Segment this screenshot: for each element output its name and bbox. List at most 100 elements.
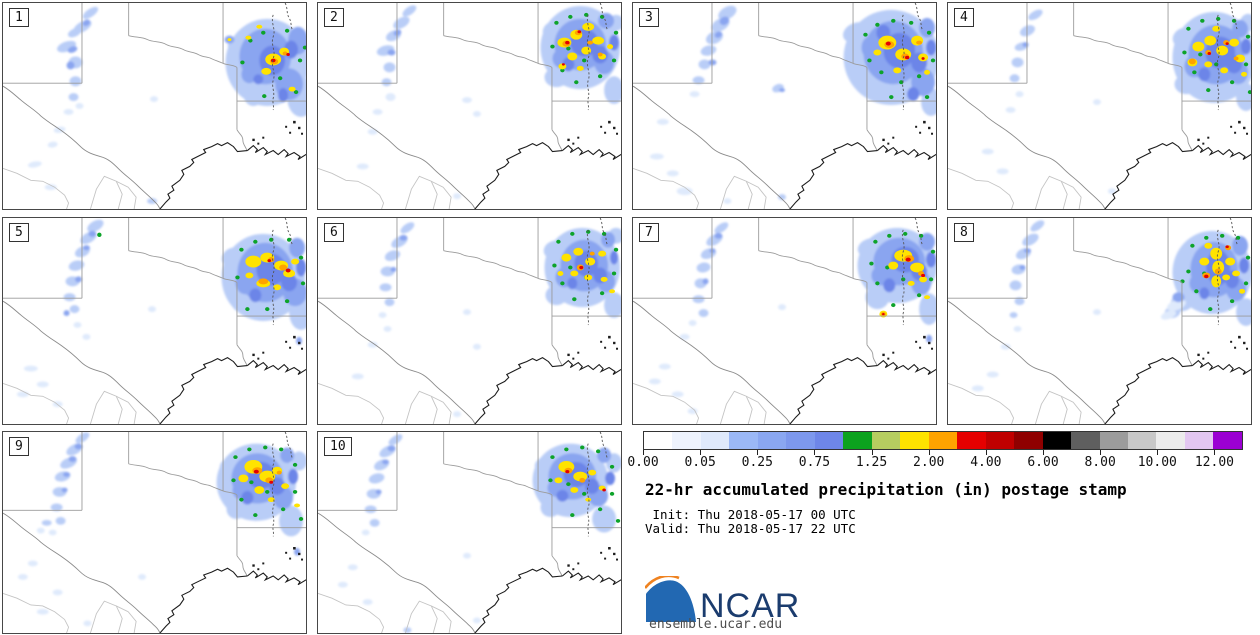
precip-blob [586,229,591,234]
precip-blob [875,22,880,27]
rio-grande-border [3,85,161,209]
precip-blob [382,459,390,465]
ncar-logo-icon [645,576,696,622]
precip-blob [851,69,872,86]
precip-blob [702,278,709,285]
colorbar-tick-label: 0.00 [627,455,659,470]
precip-blob [63,472,71,477]
precip-blob [1220,233,1225,238]
precip-blob [261,30,266,35]
precip-blob [364,505,377,514]
precip-blob [1015,91,1024,98]
precip-blob [472,110,481,117]
coastal-lakes [252,546,304,571]
precip-blob [585,497,592,502]
precip-blob [47,141,58,148]
colorbar-tick-label: 4.00 [970,455,1002,470]
precip-blob [267,497,275,503]
precip-blob [278,88,289,103]
precip-blob [241,65,258,84]
colorbar-tick [928,450,930,455]
precip-blob [778,194,786,201]
rio-grande-border [318,85,476,209]
colorbar-tick [757,450,759,455]
rivers [901,218,924,326]
precip-blob [1235,235,1241,240]
precip-blob [1000,343,1011,350]
precip-field-light [17,432,306,627]
precip-blob [567,277,578,290]
precip-blob [150,96,158,103]
precip-blob [709,248,716,254]
precip-blob [276,470,282,475]
precip-blob [921,57,925,60]
colorbar-segment [928,432,958,449]
precip-blob [706,233,723,246]
precip-blob [905,257,911,262]
precip-blob [679,333,690,340]
precip-blob [1245,34,1251,39]
precip-blob [362,599,373,605]
rio-grande-border [948,85,1106,209]
precip-blob [289,237,306,258]
precip-blob [875,281,880,286]
precip-blob [592,505,617,533]
precip-blob [302,45,306,50]
panel-number: 9 [9,437,29,456]
mexico-state-borders [318,167,452,209]
precip-blob [67,46,78,53]
precip-blob [550,455,555,460]
precip-blob [910,262,925,273]
precip-blob [926,251,936,268]
ensemble-member-panel-2: 2 [317,2,622,210]
member-map [318,3,621,209]
precip-blob [280,447,295,463]
precip-blob [986,371,999,378]
precip-blob [284,28,290,33]
colorbar-segment [814,432,844,449]
precip-blob [592,36,605,45]
ensemble-member-panel-9: 9 [2,431,307,634]
precip-blob [1023,248,1031,254]
colorbar-segment [843,432,872,449]
state-borders [948,218,1251,366]
precip-blob [926,30,932,35]
precip-blob [243,82,264,106]
colorbar-tick-label: 8.00 [1084,455,1116,470]
rivers [901,3,924,111]
precip-blob [291,258,300,265]
precip-blob [227,38,232,42]
rivers [586,432,609,537]
precip-blob [582,22,595,31]
precip-blob [595,449,601,454]
precip-blob [247,447,252,452]
colorbar-tick-label: 0.05 [684,455,716,470]
precip-blob [16,391,29,398]
precip-blob [1093,99,1101,106]
precip-blob [293,90,299,95]
rivers [1216,3,1239,111]
precip-blob [356,163,369,170]
precip-blob [580,445,585,450]
coastal-lakes [567,546,619,571]
colorbar-segment [1184,432,1214,449]
colorbar-tick [1043,450,1044,455]
precip-blob [565,40,570,45]
colorbar-tick-label: 10.00 [1137,455,1177,470]
precip-blob [1214,268,1222,275]
precip-field-light [981,9,1251,195]
precip-blob [54,471,71,482]
precip-blob [692,295,705,304]
precip-blob [1028,9,1043,21]
precip-blob [87,219,104,233]
precip-blob [540,497,561,518]
precip-blob [1019,265,1026,270]
precip-blob [296,336,303,345]
precip-blob [97,232,102,238]
precip-blob [63,108,74,115]
precip-blob [772,83,784,93]
precip-blob [582,58,587,63]
precip-blob [723,198,732,205]
precip-blob [279,264,288,271]
precip-blob [574,80,579,85]
